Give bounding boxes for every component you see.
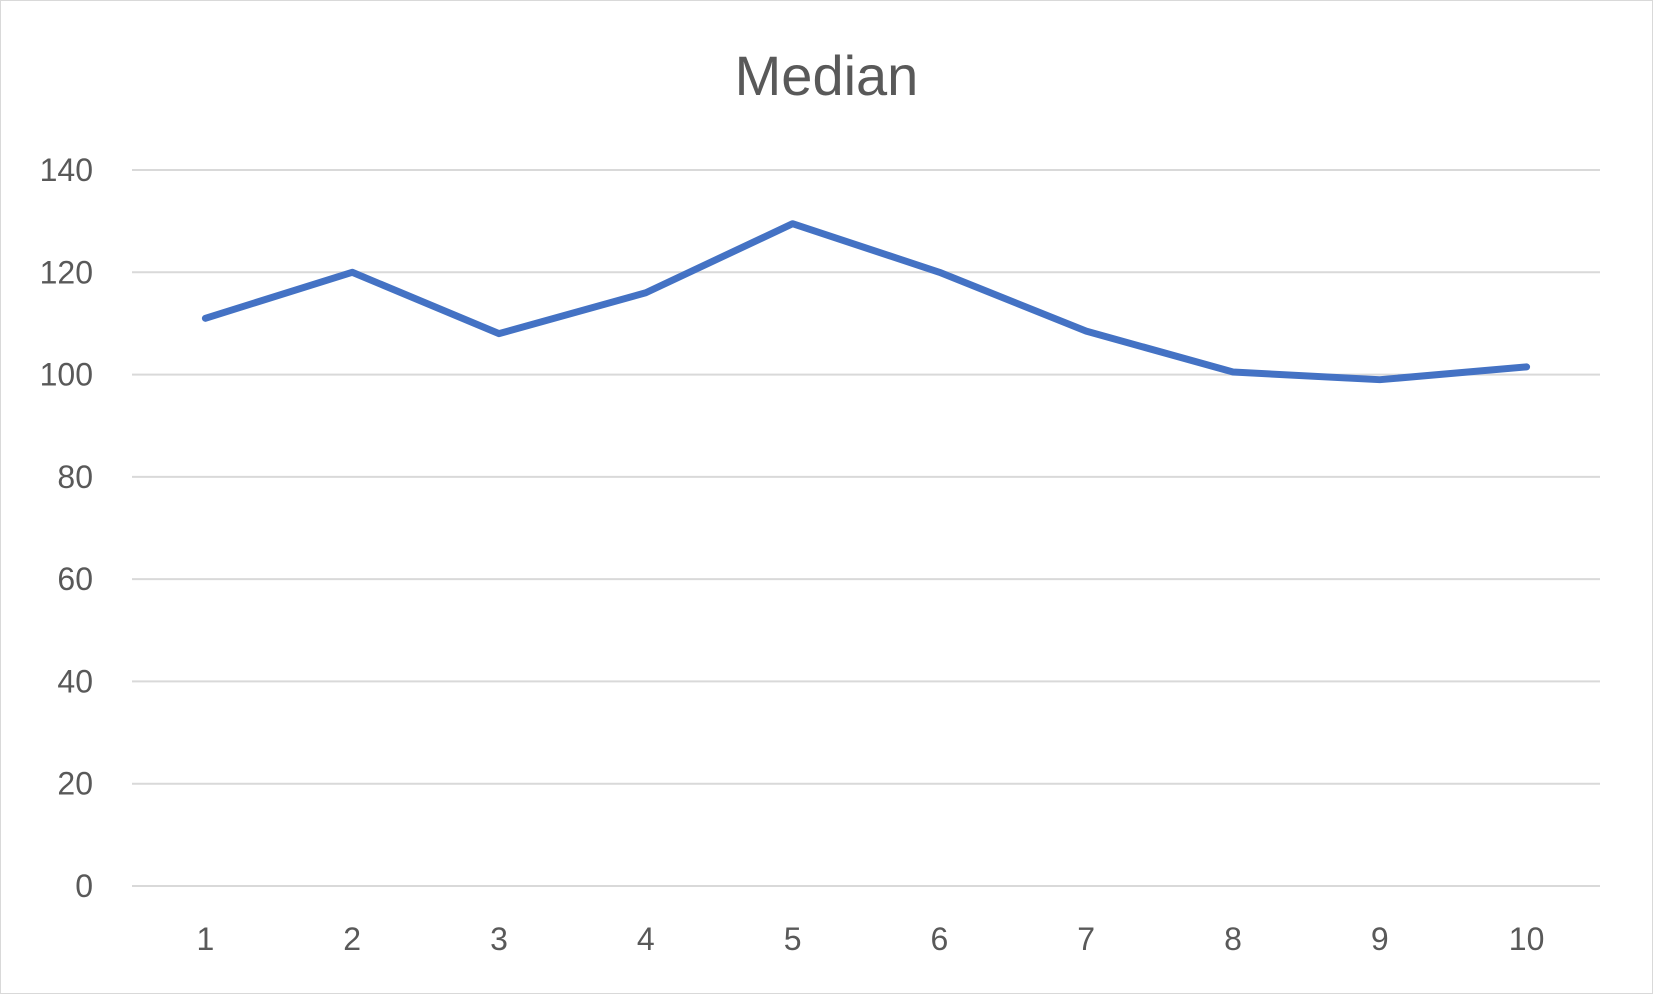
y-tick-label: 80 [57,459,93,495]
x-tick-label: 8 [1224,921,1242,957]
y-tick-label: 0 [75,868,93,904]
x-tick-label: 5 [784,921,802,957]
x-tick-label: 9 [1371,921,1389,957]
y-tick-label: 120 [40,254,93,290]
y-tick-label: 40 [57,663,93,699]
data-point [1085,330,1088,333]
data-point [644,291,647,294]
data-point [204,317,207,320]
data-point [1378,378,1381,381]
x-tick-label: 10 [1509,921,1545,957]
data-point [791,222,794,225]
data-point [351,271,354,274]
y-tick-label: 20 [57,766,93,802]
x-tick-label: 7 [1077,921,1095,957]
series-line [201,220,1531,384]
data-point [938,271,941,274]
x-tick-label: 6 [931,921,949,957]
x-tick-label: 2 [343,921,361,957]
data-point [498,332,500,335]
x-tick-label: 4 [637,921,655,957]
data-point [1232,371,1234,374]
y-tick-label: 140 [40,152,93,188]
x-tick-label: 1 [197,921,215,957]
data-point [1525,365,1528,368]
chart-title: Median [734,44,919,107]
y-tick-label: 100 [40,357,93,393]
y-tick-label: 60 [57,561,93,597]
x-tick-label: 3 [490,921,508,957]
